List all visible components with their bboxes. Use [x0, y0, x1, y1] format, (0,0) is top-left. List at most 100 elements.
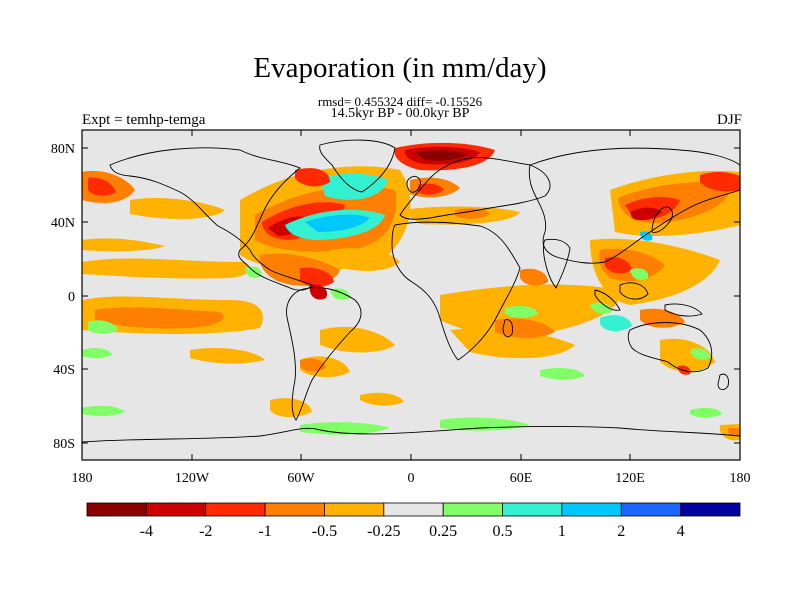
coastline-borneo [619, 282, 649, 300]
period-line: 14.5kyr BP - 00.0kyr BP [330, 106, 470, 121]
lat-label: 80N [51, 142, 75, 157]
field-region [320, 326, 395, 353]
colorbar-swatch [324, 502, 385, 517]
field-region [82, 258, 250, 279]
colorbar-label: -0.5 [312, 523, 337, 540]
field-region [330, 288, 350, 300]
field-region [82, 405, 125, 416]
colorbar-label: -1 [258, 523, 271, 540]
field-region [130, 313, 175, 325]
lat-labels: 80N 40N 0 40S 80S [51, 142, 75, 452]
lon-label: 120E [615, 471, 645, 486]
field-region [600, 315, 632, 332]
colorbar-swatch [502, 502, 563, 517]
field-region [88, 320, 118, 334]
coastline-new-zealand [717, 373, 729, 391]
lat-label: 40N [51, 216, 75, 231]
map-title: Evaporation (in mm/day) [253, 52, 547, 84]
colorbar-label: -4 [140, 523, 153, 540]
lon-ticks [81, 130, 631, 460]
colorbar-label: 0.5 [493, 523, 513, 540]
experiment-label: Expt = temhp-temga [82, 112, 206, 128]
lat-label: 40S [53, 363, 75, 378]
coastline-south-america [286, 287, 362, 421]
field-region [540, 368, 585, 380]
field-region [245, 266, 262, 278]
lon-label: 180 [730, 471, 751, 486]
coastline-new-guinea [664, 303, 703, 317]
coastline-greenland [319, 139, 396, 193]
field-region [295, 168, 330, 187]
lon-labels: 180 120W 60W 0 60E 120E 180 [72, 471, 751, 486]
field-region [520, 268, 548, 286]
field-region [690, 407, 722, 418]
coastline-uk [406, 175, 421, 193]
coastlines [82, 139, 740, 443]
colorbar-swatch [620, 502, 682, 517]
field-region [320, 173, 388, 200]
coastline-japan [651, 206, 673, 233]
colorbar-swatch [383, 502, 444, 517]
colorbar-swatch [86, 502, 147, 517]
colorbar-label: 2 [617, 523, 625, 540]
lon-label: 120W [175, 471, 210, 486]
colorbar-swatch [680, 502, 741, 517]
coastline-asia [528, 147, 740, 264]
field-region [727, 428, 740, 437]
coastline-madagascar [502, 319, 513, 338]
colorbar-swatch [205, 502, 266, 517]
field-region [700, 172, 740, 192]
field-region [495, 318, 555, 338]
colorbar-label: 4 [677, 523, 685, 540]
evaporation-field [82, 130, 740, 460]
field-region [678, 365, 691, 375]
colorbar-swatch [145, 502, 207, 517]
colorbar-label: 1 [558, 523, 566, 540]
field-region [590, 302, 612, 314]
coastline-india [542, 238, 571, 289]
field-region [605, 257, 632, 274]
field-region [330, 248, 400, 271]
lat-ticks [82, 147, 740, 444]
coastline-europe [399, 157, 551, 220]
field-region [630, 207, 662, 220]
coastline-antarctica [82, 426, 740, 443]
colorbar-label: -0.25 [367, 523, 400, 540]
field-region [690, 348, 710, 360]
coastline-africa [391, 221, 521, 361]
field-region [660, 338, 715, 372]
stats-line: rmsd= 0.455324 diff= -0.15526 [317, 94, 483, 109]
field-region [640, 231, 653, 241]
field-region [300, 267, 334, 288]
field-region [415, 150, 468, 161]
lat-label: 80S [53, 437, 75, 452]
lon-label: 180 [72, 471, 93, 486]
field-region [82, 238, 165, 252]
colorbar-label: -2 [199, 523, 212, 540]
coastline-australia [627, 322, 713, 373]
colorbar-swatch [561, 502, 622, 517]
coastline-north-america [109, 147, 313, 291]
field-region [360, 392, 404, 406]
field-region [270, 398, 312, 418]
field-region [300, 422, 390, 435]
colorbar-swatch [264, 502, 325, 517]
lon-label: 0 [408, 471, 415, 486]
field-region [305, 214, 370, 232]
field-region [505, 306, 538, 318]
field-region [190, 348, 265, 364]
lat-label: 0 [68, 290, 75, 305]
coastline-sumatra [594, 289, 621, 311]
field-region [455, 208, 490, 219]
colorbar: -4 -2 -1 -0.5 -0.25 0.25 0.5 1 2 4 [86, 502, 741, 540]
field-region [82, 347, 112, 359]
colorbar-label: 0.25 [429, 523, 457, 540]
lon-label: 60E [510, 471, 533, 486]
season-label: DJF [716, 112, 742, 128]
colorbar-swatch [442, 502, 503, 517]
field-region [630, 268, 649, 280]
field-region [130, 198, 225, 219]
field-region [418, 183, 444, 195]
lon-label: 60W [287, 471, 315, 486]
